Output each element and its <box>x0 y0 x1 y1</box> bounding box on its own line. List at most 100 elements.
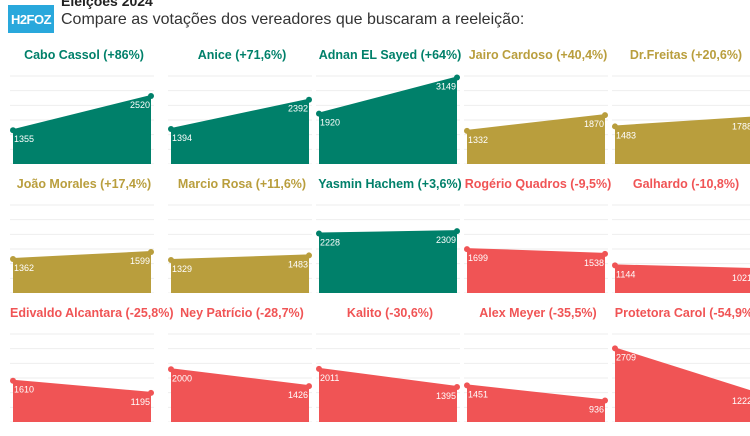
data-point <box>148 249 154 256</box>
data-label: 936 <box>589 405 604 415</box>
series-line <box>170 368 310 388</box>
data-label: 1920 <box>320 118 340 128</box>
area-chart: 2011 1395 <box>316 333 460 422</box>
area-fill <box>13 95 151 164</box>
data-label: 1451 <box>468 389 488 399</box>
data-label: 1788 <box>732 121 750 131</box>
series-line <box>614 347 750 393</box>
data-label: 1426 <box>288 390 308 400</box>
data-point <box>602 397 608 404</box>
series-line <box>318 76 458 115</box>
area-fill <box>13 252 151 293</box>
data-label: 1538 <box>584 258 604 268</box>
data-label: 1483 <box>616 130 636 140</box>
data-label: 1699 <box>468 253 488 263</box>
chart-panel: Protetora Carol (-54,9%) 2709 1222 <box>612 306 750 436</box>
area-chart: 2228 2309 <box>316 204 460 293</box>
area-fill <box>319 231 457 293</box>
data-point <box>306 383 312 390</box>
data-point <box>612 262 618 269</box>
data-label: 1021 <box>732 273 750 283</box>
chart-title: Yasmin Hachem (+3,6%) <box>318 177 462 191</box>
chart-title: Ney Patrício (-28,7%) <box>180 306 304 320</box>
data-label: 3149 <box>436 81 456 91</box>
data-point <box>602 112 608 119</box>
chart-title: Rogério Quadros (-9,5%) <box>464 177 612 191</box>
data-point <box>316 230 322 237</box>
data-label: 1599 <box>130 256 150 266</box>
area-chart: 1483 1788 <box>612 75 750 164</box>
area-chart: 1329 1483 <box>168 204 312 293</box>
data-label: 1483 <box>288 259 308 269</box>
area-chart: 1355 2520 <box>10 75 154 164</box>
data-label: 2228 <box>320 238 340 248</box>
data-point <box>148 92 154 99</box>
chart-title: Edivaldo Alcantara (-25,8%) <box>10 306 174 320</box>
series-line <box>170 254 310 261</box>
page-title: Eleições 2024 <box>61 0 153 9</box>
data-label: 2520 <box>130 100 150 110</box>
series-line <box>466 248 606 255</box>
area-chart: 2000 1426 <box>168 333 312 422</box>
data-label: 1195 <box>131 397 150 407</box>
chart-panel: Rogério Quadros (-9,5%) 1699 1538 <box>464 177 612 307</box>
area-fill <box>467 249 605 293</box>
data-point <box>10 255 16 262</box>
data-point <box>10 127 16 134</box>
data-label: 1394 <box>172 133 192 143</box>
area-chart: 2709 1222 <box>612 333 750 422</box>
area-chart: 1920 3149 <box>316 74 460 164</box>
data-point <box>316 365 322 372</box>
area-fill <box>171 99 309 164</box>
data-label: 1144 <box>616 269 635 279</box>
data-point <box>10 377 16 384</box>
page-subtitle: Compare as votações dos vereadores que b… <box>61 11 525 28</box>
series-line <box>318 367 458 389</box>
area-chart: 1394 2392 <box>168 75 312 164</box>
series-line <box>466 114 606 132</box>
area-chart: 1332 1870 <box>464 75 608 164</box>
chart-panel: Kalito (-30,6%) 2011 1395 <box>316 306 464 436</box>
data-point <box>464 382 470 389</box>
chart-title: Alex Meyer (-35,5%) <box>479 306 597 320</box>
chart-panel: Cabo Cassol (+86%) 1355 2520 <box>10 48 158 178</box>
series-line <box>318 230 458 235</box>
area-fill <box>319 368 457 422</box>
data-label: 1222 <box>732 396 750 406</box>
data-label: 2000 <box>172 373 192 383</box>
header: H2FOZ Eleições 2024 Compare as votações … <box>0 0 750 40</box>
data-point <box>168 366 174 373</box>
chart-panel: Yasmin Hachem (+3,6%) 2228 2309 <box>316 177 464 307</box>
chart-title: Marcio Rosa (+11,6%) <box>177 177 307 191</box>
data-point <box>464 127 470 134</box>
data-point <box>612 345 618 352</box>
chart-title: Anice (+71,6%) <box>197 48 287 62</box>
data-label: 2709 <box>616 352 636 362</box>
data-point <box>454 74 460 81</box>
data-label: 1610 <box>14 385 34 395</box>
chart-panel: Marcio Rosa (+11,6%) 1329 1483 <box>168 177 316 307</box>
data-point <box>306 252 312 259</box>
area-chart: 1699 1538 <box>464 204 608 293</box>
data-point <box>602 250 608 257</box>
chart-title: Galhardo (-10,8%) <box>632 177 740 191</box>
chart-panel: Adnan EL Sayed (+64%) 1920 3149 <box>316 48 464 178</box>
area-fill <box>319 77 457 164</box>
area-chart: 1362 1599 <box>10 204 154 293</box>
area-chart: 1610 1195 <box>10 333 154 422</box>
data-label: 1329 <box>172 264 192 274</box>
data-label: 2011 <box>320 373 339 383</box>
data-point <box>306 96 312 103</box>
chart-panel: Anice (+71,6%) 1394 2392 <box>168 48 316 178</box>
area-fill <box>615 117 750 164</box>
data-label: 1395 <box>436 391 456 401</box>
area-fill <box>13 380 151 422</box>
data-point <box>168 256 174 263</box>
data-label: 1870 <box>584 119 604 129</box>
data-point <box>464 246 470 253</box>
area-chart: 1451 936 <box>464 333 608 422</box>
chart-panel: Ney Patrício (-28,7%) 2000 1426 <box>168 306 316 436</box>
area-fill <box>467 385 605 422</box>
area-chart: 1144 1021 <box>612 204 750 293</box>
area-fill <box>615 348 750 422</box>
